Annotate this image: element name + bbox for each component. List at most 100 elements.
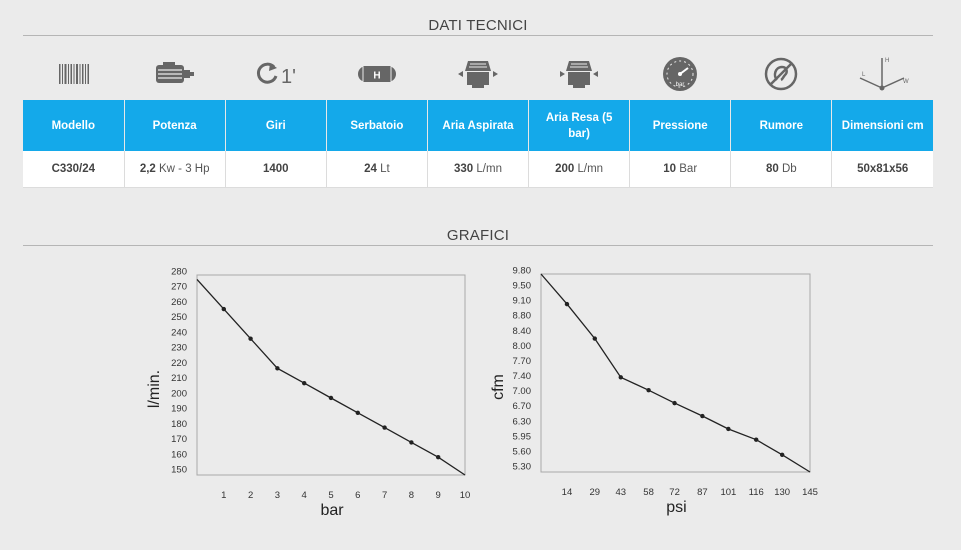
charts-title: GRAFICI xyxy=(446,227,510,244)
specs-table: Modello Potenza Giri Serbatoio Aria Aspi… xyxy=(23,100,933,188)
cfm-x-tick-label: 101 xyxy=(720,487,736,498)
cfm-x-tick-label: 43 xyxy=(615,487,626,498)
lmin-y-tick-label: 160 xyxy=(171,449,187,460)
cfm-data-point xyxy=(564,301,570,307)
cfm-y-axis-label: cfm xyxy=(490,374,507,400)
cfm-data-point xyxy=(592,336,597,341)
lmin-data-point xyxy=(436,455,441,460)
lmin-x-tick-label: 9 xyxy=(436,490,441,501)
cfm-x-tick-label: 145 xyxy=(802,487,818,498)
cfm-y-tick-label: 5.30 xyxy=(513,462,532,473)
cell-noise: 80 Db xyxy=(730,151,833,188)
cfm-x-tick-label: 29 xyxy=(590,487,601,498)
lmin-data-point xyxy=(355,410,360,415)
lmin-data-point xyxy=(275,366,280,371)
lmin-x-tick-label: 6 xyxy=(355,490,360,501)
air-intake-icon xyxy=(427,51,528,97)
cfm-data-point xyxy=(700,413,705,419)
cfm-y-tick-label: 8.00 xyxy=(513,341,532,352)
lmin-y-tick-label: 270 xyxy=(171,282,187,293)
cfm-y-tick-label: 7.70 xyxy=(513,356,532,367)
cell-model: C330/24 xyxy=(23,151,125,188)
cfm-x-tick-label: 130 xyxy=(774,487,790,498)
cfm-data-point xyxy=(726,426,731,432)
barcode-icon xyxy=(23,51,124,97)
cfm-x-tick-label: 116 xyxy=(749,487,764,498)
cfm-data-point xyxy=(672,400,677,406)
cfm-data-point xyxy=(618,375,623,380)
lmin-y-tick-label: 280 xyxy=(171,267,187,278)
col-header-air-output: Aria Resa (5 bar) xyxy=(528,100,631,151)
lmin-x-axis-label: bar xyxy=(320,502,344,519)
cfm-y-tick-label: 7.00 xyxy=(513,386,532,397)
spec-icons-row: 1' H xyxy=(23,51,933,97)
cfm-data-point xyxy=(646,388,651,393)
lmin-data-point xyxy=(221,306,226,312)
lmin-x-tick-label: 4 xyxy=(302,490,307,501)
cfm-x-tick-label: 72 xyxy=(669,487,680,498)
cfm-data-point xyxy=(754,437,759,442)
svg-text:W: W xyxy=(903,79,909,85)
cfm-y-tick-label: 7.40 xyxy=(513,371,532,382)
lmin-y-tick-label: 150 xyxy=(171,465,187,476)
cell-dimensions: 50x81x56 xyxy=(831,151,933,188)
svg-text:1': 1' xyxy=(281,66,296,87)
lmin-y-tick-label: 220 xyxy=(171,358,187,369)
specs-header-row: Modello Potenza Giri Serbatoio Aria Aspi… xyxy=(23,100,933,151)
col-header-dimensions: Dimensioni cm xyxy=(831,100,933,151)
pressure-gauge-icon: bar xyxy=(629,51,730,97)
cfm-y-tick-label: 8.40 xyxy=(513,326,532,337)
cell-pressure: 10 Bar xyxy=(629,151,732,188)
cell-tank: 24 Lt xyxy=(326,151,428,188)
motor-icon xyxy=(124,51,225,97)
cfm-y-tick-label: 9.10 xyxy=(513,296,532,307)
lmin-data-point xyxy=(382,425,387,430)
noise-icon xyxy=(730,51,831,97)
col-header-air-intake: Aria Aspirata xyxy=(427,100,530,151)
col-header-pressure: Pressione xyxy=(629,100,732,151)
lmin-x-tick-label: 7 xyxy=(382,490,387,501)
air-output-icon xyxy=(528,51,629,97)
cfm-y-tick-label: 9.50 xyxy=(513,281,532,292)
lmin-y-tick-label: 260 xyxy=(171,297,187,308)
lmin-x-tick-label: 1 xyxy=(221,490,226,501)
cell-power: 2,2 Kw - 3 Hp xyxy=(124,151,226,188)
lmin-x-tick-label: 5 xyxy=(328,490,333,501)
specs-title: DATI TECNICI xyxy=(428,17,528,34)
cfm-x-tick-label: 14 xyxy=(562,487,573,498)
lmin-x-tick-label: 8 xyxy=(409,490,414,501)
lmin-y-tick-label: 230 xyxy=(171,343,187,354)
lmin-x-tick-label: 2 xyxy=(248,490,253,501)
charts-divider xyxy=(23,245,933,246)
cfm-y-tick-label: 5.95 xyxy=(513,431,532,442)
cell-rpm: 1400 xyxy=(225,151,327,188)
dimensions-icon: H L W xyxy=(831,51,932,97)
cfm-y-tick-label: 6.70 xyxy=(513,401,532,412)
lmin-x-tick-label: 3 xyxy=(275,490,280,501)
cfm-y-tick-label: 9.80 xyxy=(513,266,532,277)
table-row: C330/24 2,2 Kw - 3 Hp 1400 24 Lt 330 L/m… xyxy=(23,151,933,188)
lmin-y-tick-label: 180 xyxy=(171,419,187,430)
tank-icon: H xyxy=(326,51,427,97)
cfm-y-tick-label: 5.60 xyxy=(513,446,532,457)
lmin-x-tick-label: 10 xyxy=(460,490,471,501)
cell-air-intake: 330 L/mn xyxy=(427,151,530,188)
cfm-data-point xyxy=(779,452,785,457)
cfm-y-tick-label: 6.30 xyxy=(513,416,532,427)
lmin-y-tick-label: 250 xyxy=(171,312,187,323)
cfm-y-tick-label: 8.80 xyxy=(513,311,532,322)
lmin-y-tick-label: 200 xyxy=(171,388,187,399)
lmin-chart-group: 2802702602502402302202102001901801701601… xyxy=(146,267,470,520)
cfm-plot-frame xyxy=(540,273,811,473)
svg-text:H: H xyxy=(885,58,889,64)
cfm-x-axis-label: psi xyxy=(666,499,686,516)
lmin-data-point xyxy=(248,336,253,341)
lmin-y-axis-label: l/min. xyxy=(146,370,163,408)
cfm-x-tick-label: 58 xyxy=(643,487,654,498)
col-header-model: Modello xyxy=(23,100,125,151)
lmin-y-tick-label: 210 xyxy=(171,373,187,384)
lmin-data-point xyxy=(328,395,334,401)
lmin-y-tick-label: 170 xyxy=(171,434,187,445)
